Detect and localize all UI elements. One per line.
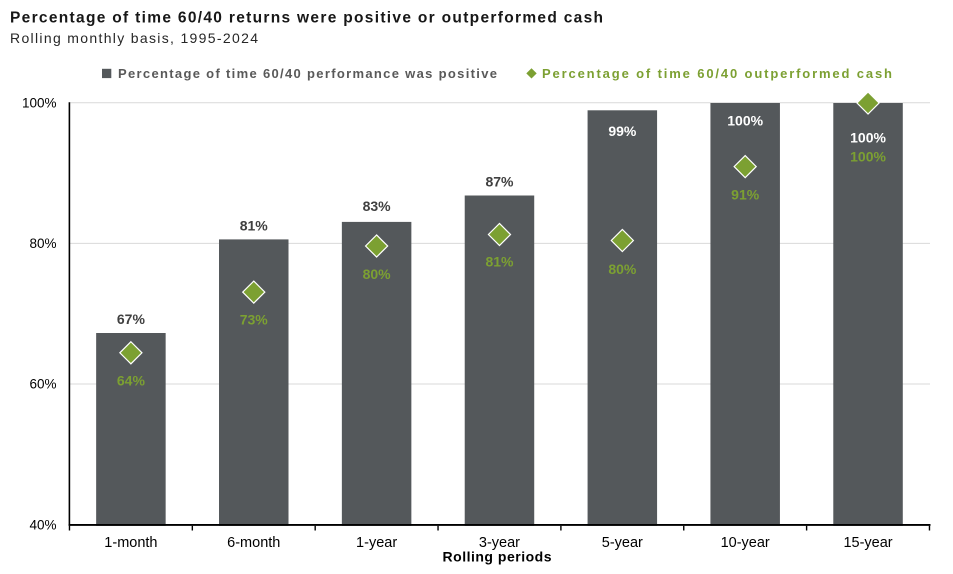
svg-text:91%: 91%	[731, 187, 760, 203]
svg-text:Rolling periods: Rolling periods	[443, 549, 552, 565]
svg-text:83%: 83%	[363, 198, 392, 214]
svg-text:80%: 80%	[608, 261, 637, 277]
svg-text:81%: 81%	[240, 218, 269, 234]
svg-text:100%: 100%	[22, 95, 57, 110]
svg-text:15-year: 15-year	[843, 535, 892, 551]
svg-text:Rolling monthly basis, 1995-20: Rolling monthly basis, 1995-2024	[10, 30, 258, 46]
svg-text:Percentage of time 60/40 perfo: Percentage of time 60/40 performance was…	[118, 66, 497, 81]
svg-text:99%: 99%	[608, 123, 637, 139]
svg-text:73%: 73%	[240, 312, 269, 328]
svg-text:64%: 64%	[117, 372, 146, 388]
svg-text:60%: 60%	[29, 377, 56, 392]
svg-text:10-year: 10-year	[721, 535, 770, 551]
svg-text:67%: 67%	[117, 311, 146, 327]
svg-text:Percentage of time 60/40 retur: Percentage of time 60/40 returns were po…	[10, 10, 603, 27]
svg-text:Percentage of time 60/40 outpe: Percentage of time 60/40 outperformed ca…	[542, 66, 892, 81]
svg-text:100%: 100%	[850, 148, 886, 164]
svg-text:3-year: 3-year	[479, 535, 520, 551]
svg-text:40%: 40%	[29, 518, 56, 533]
svg-text:100%: 100%	[727, 112, 763, 128]
svg-text:81%: 81%	[485, 254, 514, 270]
svg-text:100%: 100%	[850, 130, 886, 146]
svg-text:80%: 80%	[363, 266, 392, 282]
svg-text:87%: 87%	[485, 174, 514, 190]
svg-text:1-month: 1-month	[104, 535, 157, 551]
svg-text:5-year: 5-year	[602, 535, 643, 551]
svg-text:80%: 80%	[29, 236, 56, 251]
svg-text:6-month: 6-month	[227, 535, 280, 551]
svg-text:1-year: 1-year	[356, 535, 397, 551]
